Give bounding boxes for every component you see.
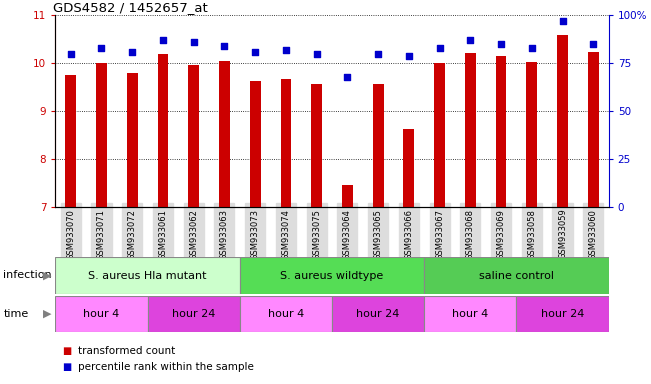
Bar bbox=[240, 257, 424, 294]
Text: hour 4: hour 4 bbox=[268, 309, 304, 319]
Bar bbox=[240, 296, 332, 332]
Point bbox=[189, 39, 199, 45]
Text: percentile rank within the sample: percentile rank within the sample bbox=[78, 362, 254, 372]
Bar bbox=[219, 61, 230, 207]
Bar bbox=[148, 296, 240, 332]
Text: transformed count: transformed count bbox=[78, 346, 175, 356]
Text: S. aureus Hla mutant: S. aureus Hla mutant bbox=[89, 270, 207, 281]
Text: hour 24: hour 24 bbox=[357, 309, 400, 319]
Bar bbox=[342, 185, 353, 207]
Bar bbox=[557, 35, 568, 207]
Bar bbox=[404, 129, 414, 207]
Text: ■: ■ bbox=[62, 346, 71, 356]
Text: hour 24: hour 24 bbox=[541, 309, 584, 319]
Point bbox=[250, 49, 260, 55]
Text: S. aureus wildtype: S. aureus wildtype bbox=[281, 270, 383, 281]
Text: ▶: ▶ bbox=[42, 270, 51, 280]
Text: ▶: ▶ bbox=[42, 309, 51, 319]
Bar bbox=[127, 73, 137, 207]
Point bbox=[311, 51, 322, 57]
Text: GDS4582 / 1452657_at: GDS4582 / 1452657_at bbox=[53, 1, 207, 14]
Point bbox=[527, 45, 537, 51]
Text: hour 24: hour 24 bbox=[172, 309, 215, 319]
Bar bbox=[495, 56, 506, 207]
Text: time: time bbox=[3, 309, 29, 319]
Text: infection: infection bbox=[3, 270, 52, 280]
Bar bbox=[96, 63, 107, 207]
Bar bbox=[527, 63, 537, 207]
Bar bbox=[424, 296, 516, 332]
Point bbox=[66, 51, 76, 57]
Bar bbox=[158, 54, 169, 207]
Bar bbox=[311, 84, 322, 207]
Point bbox=[342, 74, 353, 80]
Point bbox=[219, 43, 230, 49]
Text: hour 4: hour 4 bbox=[83, 309, 120, 319]
Point bbox=[496, 41, 506, 47]
Point bbox=[588, 41, 598, 47]
Point bbox=[465, 37, 475, 43]
Bar bbox=[55, 257, 240, 294]
Point bbox=[557, 18, 568, 24]
Bar bbox=[65, 75, 76, 207]
Bar bbox=[55, 296, 148, 332]
Point bbox=[404, 53, 414, 59]
Bar bbox=[188, 65, 199, 207]
Bar bbox=[434, 63, 445, 207]
Point bbox=[281, 47, 291, 53]
Point bbox=[96, 45, 107, 51]
Point bbox=[127, 49, 137, 55]
Text: hour 4: hour 4 bbox=[452, 309, 488, 319]
Point bbox=[373, 51, 383, 57]
Bar bbox=[424, 257, 609, 294]
Text: saline control: saline control bbox=[479, 270, 554, 281]
Bar bbox=[373, 84, 383, 207]
Text: ■: ■ bbox=[62, 362, 71, 372]
Point bbox=[158, 37, 168, 43]
Bar bbox=[516, 296, 609, 332]
Bar bbox=[465, 53, 476, 207]
Bar bbox=[250, 81, 260, 207]
Bar bbox=[332, 296, 424, 332]
Point bbox=[434, 45, 445, 51]
Bar bbox=[281, 79, 291, 207]
Bar bbox=[588, 52, 599, 207]
